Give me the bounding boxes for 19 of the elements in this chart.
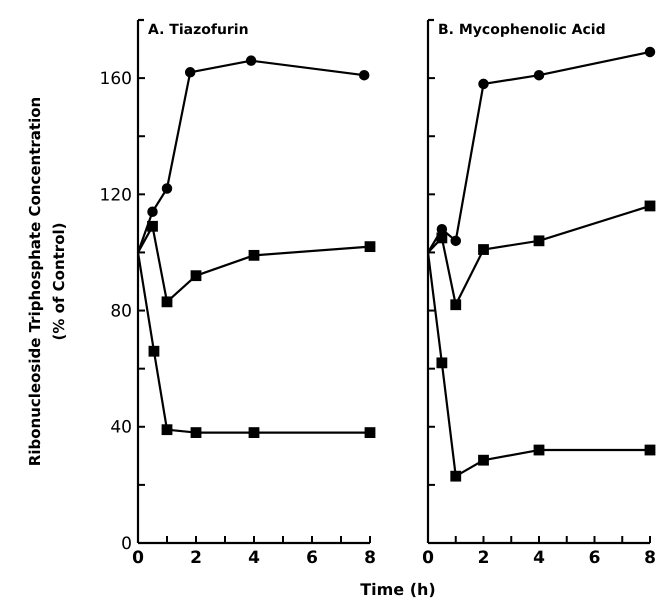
y-tick-label: 0 — [121, 534, 132, 554]
chart-title: B. Mycophenolic Acid — [438, 22, 606, 38]
y-tick-label: 40 — [110, 418, 132, 438]
x-tick-label: 4 — [533, 548, 546, 568]
x-tick-label: 2 — [190, 548, 202, 568]
x-axis-title: Time (h) — [360, 580, 436, 599]
y-axis-title: Ribonucleoside Triphosphate Concentration (% of Control) — [26, 96, 68, 466]
y-tick-label: 120 — [100, 185, 132, 206]
x-tick-label: 4 — [248, 548, 260, 568]
x-tick-label: 0 — [132, 548, 144, 568]
y-tick-label: 80 — [110, 302, 132, 322]
x-tick-label: 2 — [478, 548, 490, 568]
x-tick-label: 8 — [364, 548, 376, 568]
x-tick-label: 6 — [588, 548, 600, 568]
x-tick-label: 6 — [306, 548, 318, 568]
chart-title: A. Tiazofurin — [148, 22, 249, 38]
x-tick-label: 0 — [422, 548, 434, 568]
x-tick-label: 8 — [644, 548, 656, 568]
y-tick-label: 160 — [100, 69, 132, 90]
